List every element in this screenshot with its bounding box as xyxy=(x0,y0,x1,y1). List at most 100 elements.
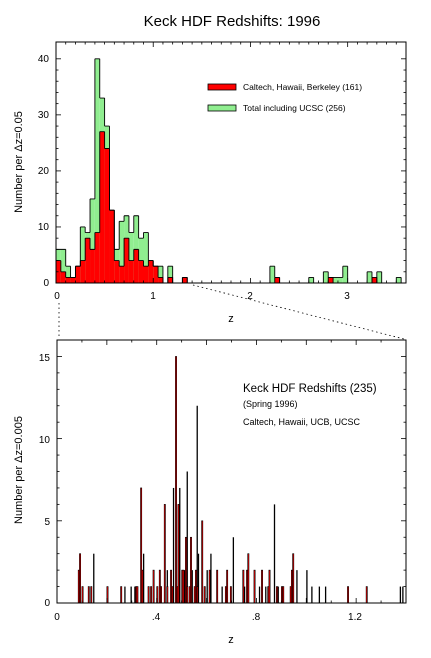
histogram-bar-caltech xyxy=(128,260,134,283)
histogram-bar-caltech xyxy=(253,569,256,604)
histogram-bar-caltech xyxy=(247,553,250,604)
x-tick-label: 2 xyxy=(247,291,253,302)
annotation-title: Keck HDF Redshifts (235) xyxy=(243,383,377,395)
histogram-bar-total xyxy=(128,232,134,283)
x-tick-label: .8 xyxy=(252,612,261,623)
histogram-bar-caltech xyxy=(208,569,211,604)
histogram-bar-caltech xyxy=(158,277,163,283)
x-tick-label: 1 xyxy=(150,291,156,302)
histogram-bar-total xyxy=(367,271,372,283)
histogram-bar-caltech xyxy=(85,238,91,283)
histogram-bar-caltech xyxy=(182,277,188,283)
histogram-bar-caltech xyxy=(328,277,334,283)
annotation-subtitle: (Spring 1996) xyxy=(243,399,298,409)
x-tick-label: 1.2 xyxy=(348,612,362,623)
histogram-bar-caltech xyxy=(141,569,144,604)
histogram-bar-caltech xyxy=(171,586,174,604)
top-x-tick-labels: 0 1 2 3 xyxy=(54,291,350,302)
y-tick-label: 15 xyxy=(39,353,51,364)
histogram-bar-total xyxy=(337,277,343,283)
histogram-bar-total xyxy=(342,266,348,283)
bottom-plot-frame xyxy=(56,339,407,604)
bottom-histogram-bars xyxy=(77,356,404,604)
histogram-bar-caltech xyxy=(90,586,93,604)
bottom-plot-background xyxy=(57,340,406,603)
histogram-bar-caltech xyxy=(268,569,271,604)
histogram-bar-caltech xyxy=(177,504,180,604)
x-tick-label: 3 xyxy=(344,291,350,302)
histogram-bar-caltech xyxy=(79,553,81,604)
histogram-bar-caltech xyxy=(292,553,295,604)
histogram-bar-caltech xyxy=(365,586,368,604)
histogram-bar-caltech xyxy=(274,277,280,283)
histogram-bar-caltech xyxy=(152,569,155,604)
annotation-credits: Caltech, Hawaii, UCB, UCSC xyxy=(243,417,361,427)
histogram-bar-caltech xyxy=(371,277,377,283)
histogram-bar-caltech xyxy=(216,569,219,604)
histogram-bar-caltech xyxy=(80,260,86,283)
histogram-bar-total xyxy=(376,271,382,283)
x-tick-label: 0 xyxy=(54,291,60,302)
histogram-bar-caltech xyxy=(94,232,100,283)
histogram-bar-caltech xyxy=(226,569,229,604)
histogram-bar-caltech xyxy=(120,586,123,604)
histogram-bar-caltech xyxy=(133,249,139,283)
bottom-chart: Keck HDF Redshifts (235) (Spring 1996) C… xyxy=(13,339,407,646)
bottom-y-axis-label: Number per Δz=0.005 xyxy=(13,416,25,524)
histogram-bar-caltech xyxy=(261,569,263,604)
histogram-bar-caltech xyxy=(138,260,144,283)
histogram-bar-caltech xyxy=(70,277,76,283)
bottom-annotation: Keck HDF Redshifts (235) (Spring 1996) C… xyxy=(243,383,377,427)
histogram-bar-total xyxy=(119,221,125,283)
histogram-bar-caltech xyxy=(136,586,139,604)
histogram-bar-total xyxy=(80,226,86,283)
histogram-bar-caltech xyxy=(175,356,177,604)
histogram-bar-caltech xyxy=(166,586,169,604)
legend-label-total: Total including UCSC (256) xyxy=(243,103,346,113)
bottom-x-axis-label: z xyxy=(228,634,234,646)
top-plot-area xyxy=(55,41,407,284)
histogram-bar-total xyxy=(60,249,66,283)
x-tick-label: .4 xyxy=(152,612,161,623)
histogram-bar-caltech xyxy=(282,586,285,604)
x-tick-label: 0 xyxy=(54,612,60,623)
histogram-bar-total xyxy=(143,232,149,283)
histogram-bar-caltech xyxy=(201,520,204,604)
top-y-tick-labels: 0 10 20 30 40 xyxy=(38,54,50,289)
figure-title: Keck HDF Redshifts: 1996 xyxy=(144,13,321,30)
legend-swatch-total xyxy=(207,104,237,112)
zoom-connector-right xyxy=(192,284,405,340)
histogram-bar-total xyxy=(158,266,163,283)
top-legend: Caltech, Hawaii, Berkeley (161) Total in… xyxy=(207,82,362,113)
histogram-bar-caltech xyxy=(242,569,245,604)
top-histogram-bars xyxy=(55,58,402,284)
histogram-bar-caltech xyxy=(203,586,206,604)
histogram-bar-caltech xyxy=(87,586,90,604)
bottom-x-tick-labels: 0 .4 .8 1.2 xyxy=(54,612,362,623)
top-chart: Caltech, Hawaii, Berkeley (161) Total in… xyxy=(13,41,407,325)
y-tick-label: 5 xyxy=(44,517,50,528)
histogram-bar-caltech xyxy=(109,210,115,283)
histogram-bar-caltech xyxy=(186,586,189,604)
histogram-bar-total xyxy=(65,266,71,283)
histogram-bar-total xyxy=(269,266,275,283)
histogram-bar-caltech xyxy=(276,586,278,604)
histogram-bar-total xyxy=(396,277,402,283)
y-tick-label: 10 xyxy=(38,222,50,233)
histogram-bar-caltech xyxy=(190,536,192,604)
top-plot-frame xyxy=(55,41,407,284)
histogram-bar-total xyxy=(323,271,329,283)
histogram-bar-caltech xyxy=(196,586,199,604)
histogram-bar-caltech xyxy=(167,277,173,283)
histogram-bar-total xyxy=(308,277,314,283)
histogram-bar-caltech xyxy=(347,586,349,604)
histogram-bar-caltech xyxy=(150,586,153,604)
histogram-bar-caltech xyxy=(119,266,125,283)
zoom-connector xyxy=(58,284,405,340)
histogram-bar-caltech xyxy=(99,131,105,283)
y-tick-label: 30 xyxy=(38,110,50,121)
histogram-bar-total xyxy=(167,266,173,283)
histogram-bar-total xyxy=(94,58,100,284)
bottom-y-tick-labels: 0 5 10 15 xyxy=(39,353,51,609)
